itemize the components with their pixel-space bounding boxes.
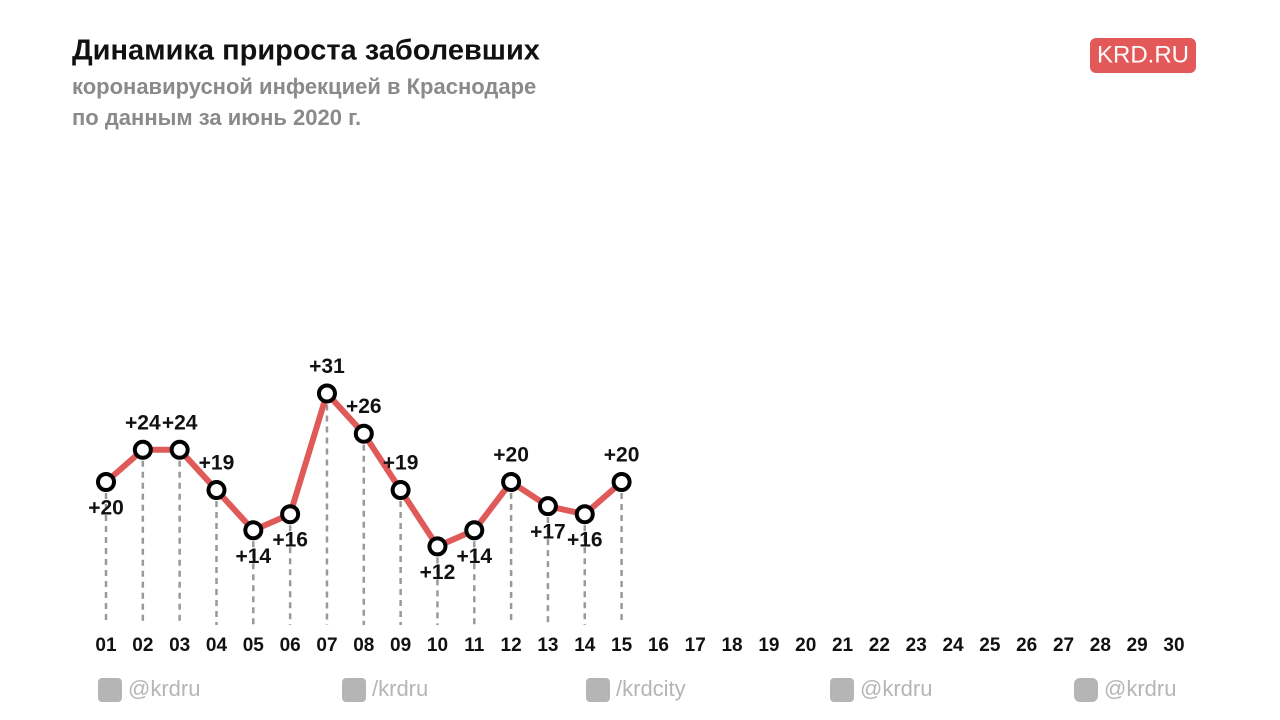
x-tick-label: 11: [464, 635, 485, 656]
x-tick-label: 17: [685, 635, 706, 656]
x-tick-label: 01: [95, 635, 117, 656]
x-tick-label: 29: [1127, 635, 1148, 656]
x-tick-label: 22: [869, 635, 890, 656]
x-tick-label: 03: [169, 635, 190, 656]
point: [427, 536, 448, 557]
data-label: +19: [199, 452, 235, 475]
point: [206, 480, 227, 501]
data-label: +24: [125, 411, 161, 434]
data-label: +31: [309, 355, 345, 378]
x-tick-label: 06: [280, 635, 301, 656]
x-tick-label: 19: [758, 635, 779, 656]
data-label: +17: [530, 521, 566, 544]
point: [243, 520, 264, 541]
data-label: +19: [383, 452, 419, 475]
x-tick-label: 24: [942, 635, 964, 656]
data-label: +12: [420, 561, 456, 584]
data-label: +24: [162, 411, 198, 434]
x-tick-label: 14: [574, 635, 596, 656]
x-tick-label: 15: [611, 635, 633, 656]
x-tick-label: 13: [537, 635, 558, 656]
icon-twitter: [830, 678, 854, 702]
x-tick-label: 28: [1090, 635, 1111, 656]
point: [611, 472, 632, 492]
footer-handle: @krdru: [860, 676, 932, 701]
x-tick-label: 07: [316, 635, 337, 656]
x-tick-label: 25: [979, 635, 1001, 656]
logo-badge: [1090, 38, 1196, 73]
point: [96, 472, 116, 492]
icon-telegram: [98, 678, 122, 702]
footer-handle: @krdru: [128, 676, 200, 701]
icon-instagram: [1074, 678, 1098, 702]
data-label: +20: [493, 444, 529, 467]
x-tick-label: 18: [721, 635, 742, 656]
icon-vk: [342, 678, 366, 702]
x-tick-label: 04: [206, 635, 228, 656]
point: [169, 439, 190, 460]
data-label: +26: [346, 395, 382, 418]
x-tick-label: 09: [390, 635, 411, 656]
point: [464, 520, 485, 541]
data-label: +16: [567, 529, 603, 552]
data-label: +16: [272, 529, 308, 552]
data-label: +20: [88, 497, 124, 520]
icon-facebook: [586, 678, 610, 702]
x-tick-label: 05: [243, 635, 265, 656]
point: [132, 439, 153, 460]
x-tick-label: 10: [427, 635, 448, 656]
x-tick-label: 16: [648, 635, 669, 656]
x-tick-label: 21: [832, 635, 854, 656]
point: [501, 472, 522, 492]
point: [316, 383, 337, 404]
x-tick-label: 30: [1163, 635, 1184, 656]
logo: KRD.RU: [1097, 41, 1189, 68]
x-tick-label: 08: [353, 635, 374, 656]
data-label: +14: [456, 545, 492, 568]
x-tick-label: 20: [795, 635, 816, 656]
data-label: +20: [604, 444, 640, 467]
x-tick-label: 12: [501, 635, 522, 656]
point: [280, 504, 301, 525]
x-tick-label: 27: [1053, 635, 1074, 656]
chart-subtitle: коронавирусной инфекцией в Краснодаре: [72, 74, 536, 99]
chart-title: Динамика прироста заболевших: [72, 35, 540, 67]
footer-handle: /krdru: [372, 676, 428, 701]
footer-icons: [98, 678, 1098, 702]
x-tick-label: 02: [132, 635, 153, 656]
point: [353, 423, 374, 444]
footer-handle: /krdcity: [616, 676, 686, 701]
point: [390, 480, 411, 501]
x-tick-label: 26: [1016, 635, 1037, 656]
point: [537, 496, 558, 517]
chart-subtitle: по данным за июнь 2020 г.: [72, 105, 361, 130]
data-label: +14: [235, 545, 271, 568]
point: [574, 504, 595, 525]
footer-handle: @krdru: [1104, 676, 1176, 701]
x-tick-label: 23: [906, 635, 927, 656]
